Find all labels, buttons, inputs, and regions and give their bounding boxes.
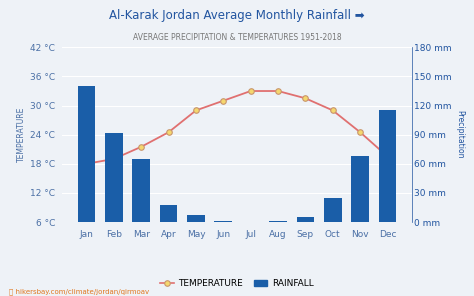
Y-axis label: Precipitation: Precipitation: [456, 110, 465, 159]
Bar: [132, 159, 150, 222]
Bar: [105, 133, 123, 222]
Bar: [269, 221, 287, 222]
Bar: [214, 221, 232, 222]
Bar: [78, 86, 95, 222]
Text: Al-Karak Jordan Average Monthly Rainfall ➡: Al-Karak Jordan Average Monthly Rainfall…: [109, 9, 365, 22]
Bar: [160, 205, 177, 222]
Bar: [379, 110, 396, 222]
Bar: [187, 215, 205, 222]
Y-axis label: TEMPERATURE: TEMPERATURE: [17, 107, 26, 163]
Bar: [324, 198, 342, 222]
Legend: TEMPERATURE, RAINFALL: TEMPERATURE, RAINFALL: [157, 275, 317, 292]
Bar: [297, 217, 314, 222]
Text: AVERAGE PRECIPITATION & TEMPERATURES 1951-2018: AVERAGE PRECIPITATION & TEMPERATURES 195…: [133, 33, 341, 41]
Text: ⭐ hikersbay.com/climate/jordan/qirmoav: ⭐ hikersbay.com/climate/jordan/qirmoav: [9, 288, 150, 295]
Bar: [351, 156, 369, 222]
Bar: [242, 221, 260, 222]
